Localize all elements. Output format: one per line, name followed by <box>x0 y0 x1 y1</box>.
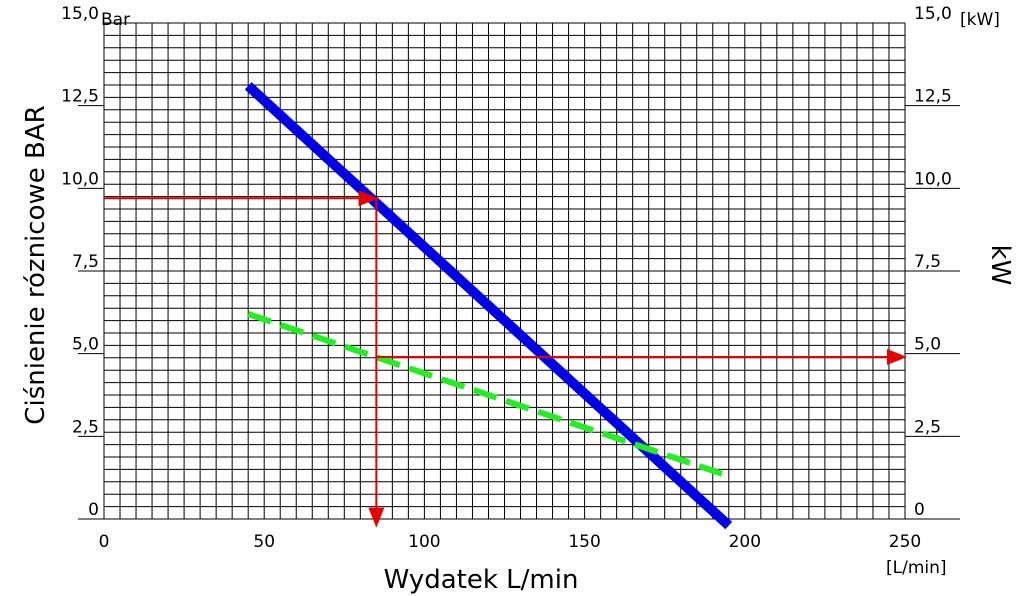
y-tick-label-left: 12,5 <box>61 87 99 107</box>
y-axis-title-right: kW <box>985 245 1015 286</box>
x-axis-title: Wydatek L/min <box>384 565 579 595</box>
y-tick-label-right: 2,5 <box>914 417 941 437</box>
y-tick-label-right: 5,0 <box>914 335 941 355</box>
series-lines <box>244 82 733 530</box>
y-unit-left: Bar <box>101 10 130 30</box>
y-tick-label-right: 15,0 <box>914 4 952 24</box>
x-tick-label: 150 <box>568 532 600 552</box>
y-tick-label-left: 10,0 <box>61 169 99 189</box>
series-line-2 <box>247 311 730 479</box>
annotation-arrows <box>104 190 907 528</box>
y-tick-label-right: 12,5 <box>914 87 952 107</box>
y-tick-label-right: 7,5 <box>914 252 941 272</box>
y-unit-right: [kW] <box>960 10 1000 30</box>
y-tick-label-right: 0 <box>914 500 925 520</box>
x-tick-label: 50 <box>253 532 275 552</box>
x-tick-label: 200 <box>729 532 761 552</box>
y-tick-label-left: 15,0 <box>61 4 99 24</box>
y-tick-label-left: 7,5 <box>72 252 99 272</box>
x-tick-label: 100 <box>408 532 440 552</box>
tick-labels: 0 50 100 150 200 250 0 2,5 5,0 7,5 10,0 12,5 15,0 0 2,… <box>61 4 960 552</box>
x-tick-label: 0 <box>99 532 110 552</box>
x-unit: [L/min] <box>886 558 947 578</box>
series-line-1 <box>244 82 733 530</box>
y-tick-label-left: 2,5 <box>72 417 99 437</box>
x-tick-label: 250 <box>889 532 921 552</box>
y-axis-title-left: Ciśnienie róznicowe BAR <box>21 105 51 424</box>
grid <box>103 22 906 520</box>
y-tick-label-left: 5,0 <box>72 335 99 355</box>
y-tick-label-left: 0 <box>88 500 99 520</box>
y-tick-label-right: 10,0 <box>914 169 952 189</box>
